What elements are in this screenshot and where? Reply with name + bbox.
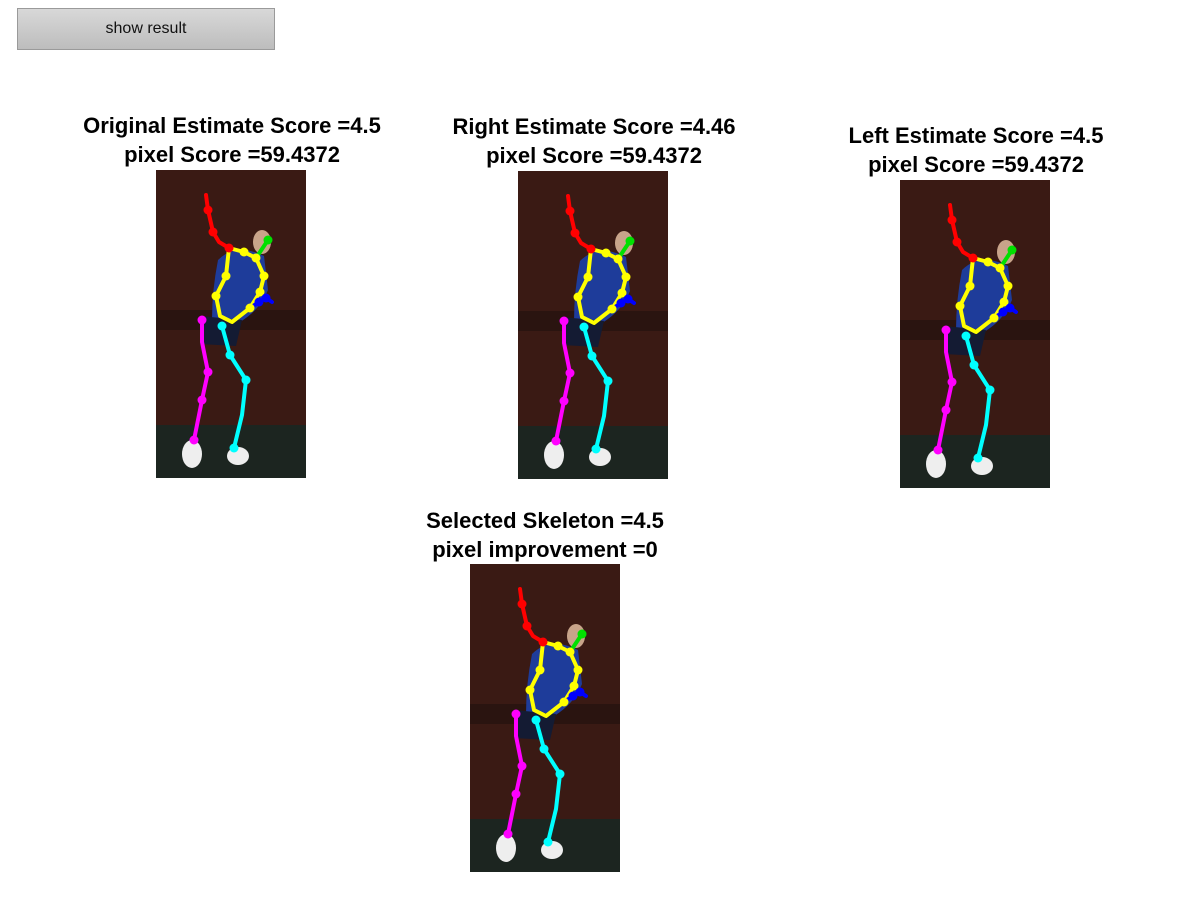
selected-score-label: Selected Skeleton =4.5 (426, 508, 664, 533)
selected-pose-image (470, 564, 620, 872)
original-estimate-title: Original Estimate Score =4.5 pixel Score… (72, 111, 392, 169)
left-score-label: Left Estimate Score =4.5 (848, 123, 1104, 148)
show-result-button[interactable]: show result (17, 8, 275, 50)
original-pose-image (156, 170, 306, 478)
right-estimate-title: Right Estimate Score =4.46 pixel Score =… (434, 112, 754, 170)
selected-skeleton-title: Selected Skeleton =4.5 pixel improvement… (385, 506, 705, 564)
original-score-label: Original Estimate Score =4.5 (83, 113, 381, 138)
left-pose-image (900, 180, 1050, 488)
selected-pixel-improvement-label: pixel improvement =0 (432, 537, 658, 562)
left-estimate-title: Left Estimate Score =4.5 pixel Score =59… (816, 121, 1136, 179)
right-pixel-score-label: pixel Score =59.4372 (486, 143, 702, 168)
original-pixel-score-label: pixel Score =59.4372 (124, 142, 340, 167)
right-pose-image (518, 171, 668, 479)
right-score-label: Right Estimate Score =4.46 (452, 114, 736, 139)
left-pixel-score-label: pixel Score =59.4372 (868, 152, 1084, 177)
